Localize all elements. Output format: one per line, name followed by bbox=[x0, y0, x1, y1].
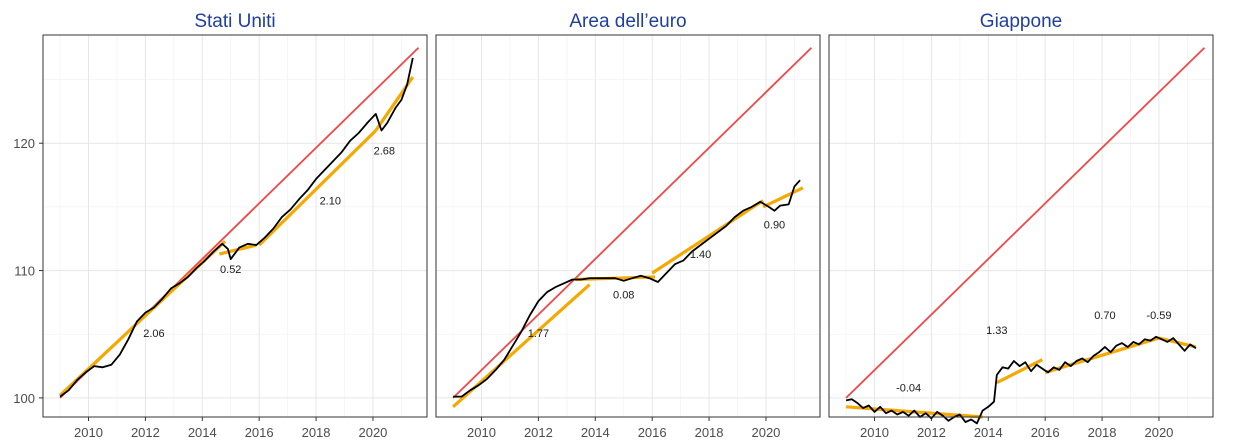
panel-area-euro: Area dell’euro 2010 2012 2014 2016 2018 2020 1… bbox=[435, 11, 821, 440]
x-tick-label: 2014 bbox=[581, 425, 610, 440]
segment-fit-line bbox=[762, 186, 804, 209]
panel-giappone: Giappone 2010 2012 2014 2016 2018 2020 -0.04 1.… bbox=[828, 11, 1214, 440]
segment-label: 1.77 bbox=[528, 328, 549, 340]
segment-label: 1.40 bbox=[690, 249, 711, 261]
x-tick-label: 2020 bbox=[1144, 425, 1173, 440]
x-tick-label: 2012 bbox=[524, 425, 553, 440]
panel-title-area-euro: Area dell’euro bbox=[569, 11, 686, 32]
x-tick-label: 2018 bbox=[695, 425, 724, 440]
x-tick-label: 2010 bbox=[860, 425, 889, 440]
segment-label: 0.70 bbox=[1094, 310, 1115, 322]
y-tick-label: 100 bbox=[13, 391, 35, 406]
segment-label: 2.06 bbox=[143, 328, 164, 340]
y-tick-label: 120 bbox=[13, 136, 35, 151]
x-tick-label: 2018 bbox=[302, 425, 331, 440]
x-tick-label: 2010 bbox=[467, 425, 496, 440]
x-tick-label: 2014 bbox=[974, 425, 1003, 440]
segment-label: 0.90 bbox=[764, 220, 785, 232]
plot-frame bbox=[42, 34, 428, 418]
segment-label: 2.68 bbox=[374, 146, 395, 158]
plot-frame bbox=[828, 34, 1214, 418]
plot-frame bbox=[435, 34, 821, 418]
x-tick-label: 2014 bbox=[188, 425, 217, 440]
trend-line bbox=[845, 47, 1206, 399]
panel-title-stati-uniti: Stati Uniti bbox=[194, 11, 275, 32]
x-tick-label: 2020 bbox=[751, 425, 780, 440]
x-tick-label: 2016 bbox=[1031, 425, 1060, 440]
x-tick-label: 2018 bbox=[1088, 425, 1117, 440]
segment-label: 0.52 bbox=[220, 264, 241, 276]
segment-label: -0.04 bbox=[896, 383, 921, 395]
panel-title-giappone: Giappone bbox=[980, 11, 1062, 32]
trend-line bbox=[452, 47, 813, 399]
y-tick-label: 110 bbox=[14, 264, 35, 279]
segment-label: 1.33 bbox=[986, 325, 1007, 337]
series-line bbox=[845, 335, 1197, 425]
segment-fit-line bbox=[651, 199, 764, 275]
x-tick-label: 2012 bbox=[131, 425, 160, 440]
series-line bbox=[453, 179, 801, 398]
series-line bbox=[59, 57, 414, 398]
x-tick-label: 2010 bbox=[74, 425, 103, 440]
x-tick-label: 2020 bbox=[358, 425, 387, 440]
x-tick-label: 2016 bbox=[638, 425, 667, 440]
segment-label: -0.59 bbox=[1146, 310, 1171, 322]
panel-stati-uniti: Stati Uniti 2010 2012 2014 2016 2018 2020 100 1… bbox=[13, 11, 428, 440]
segment-label: 2.10 bbox=[320, 195, 341, 207]
x-tick-label: 2016 bbox=[245, 425, 274, 440]
segment-label: 0.08 bbox=[613, 290, 634, 302]
segment-fit-line bbox=[258, 129, 377, 247]
x-tick-label: 2012 bbox=[917, 425, 946, 440]
segment-fit-line bbox=[996, 358, 1044, 385]
